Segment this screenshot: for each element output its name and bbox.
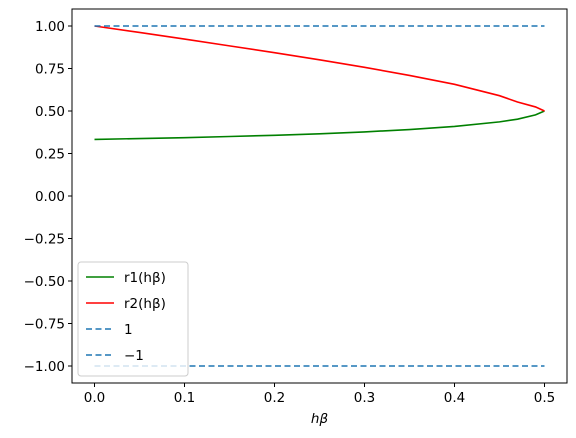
- y-tick-label: 0.25: [35, 147, 65, 163]
- legend-label: r2(hβ): [124, 296, 166, 312]
- legend-label: 1: [124, 322, 133, 338]
- plot-area: [94, 25, 545, 367]
- x-tick-label: 0.2: [264, 390, 285, 406]
- series-line-2: [94, 25, 545, 112]
- series-line-1: [94, 110, 545, 141]
- legend: r1(hβ) r2(hβ) 1 −1: [77, 261, 189, 377]
- x-tick-label: 0.1: [174, 390, 195, 406]
- x-tick-label: 0.3: [354, 390, 375, 406]
- legend-label: −1: [124, 348, 144, 364]
- x-tick-label: 0.4: [444, 390, 465, 406]
- y-tick-label: 1.00: [35, 19, 65, 35]
- y-tick-label: −0.25: [24, 232, 65, 248]
- y-tick-label: −0.75: [24, 317, 65, 333]
- x-tick-label: 0.5: [534, 390, 555, 406]
- x-axis-label: hβ: [311, 411, 329, 427]
- y-tick-label: 0.50: [35, 104, 65, 120]
- y-tick-label: −0.50: [24, 274, 65, 290]
- x-tick-label: 0.0: [84, 390, 105, 406]
- tick-marks: 0.0 0.1 0.2 0.3 0.4 0.5 1.00 0.75 0.50 0.25 0.00 −0…: [24, 19, 556, 406]
- y-tick-label: 0.75: [35, 62, 65, 78]
- legend-label: r1(hβ): [124, 270, 166, 286]
- y-tick-label: 0.00: [35, 189, 65, 205]
- y-tick-label: −1.00: [24, 359, 65, 375]
- legend-box: [77, 261, 189, 377]
